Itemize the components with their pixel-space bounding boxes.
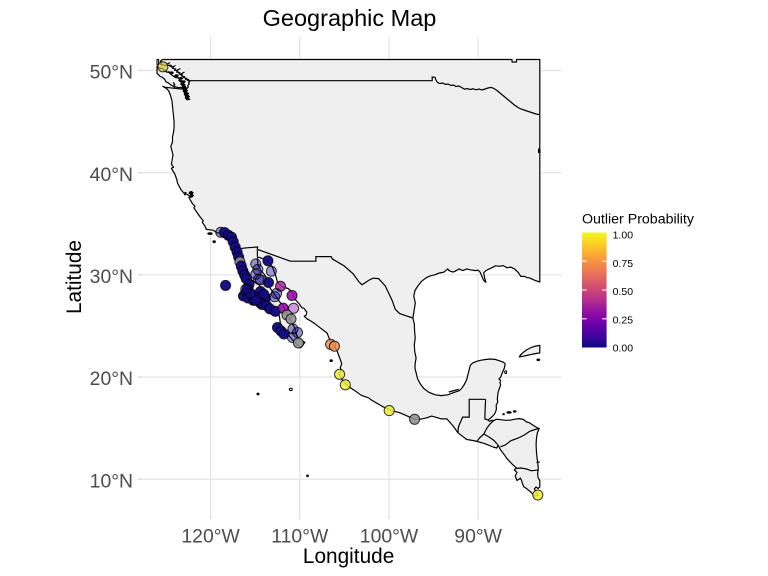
svg-text:120°W: 120°W <box>181 526 240 548</box>
svg-text:40°N: 40°N <box>90 164 133 186</box>
svg-text:30°N: 30°N <box>90 266 133 288</box>
svg-text:Geographic Map: Geographic Map <box>263 5 437 31</box>
svg-text:50°N: 50°N <box>90 62 133 84</box>
svg-text:90°W: 90°W <box>454 526 502 548</box>
svg-text:0.75: 0.75 <box>613 258 634 270</box>
svg-text:0.25: 0.25 <box>613 314 634 326</box>
svg-text:Latitude: Latitude <box>63 240 86 314</box>
svg-text:0.00: 0.00 <box>613 343 634 355</box>
svg-text:10°N: 10°N <box>90 470 133 492</box>
svg-text:0.50: 0.50 <box>613 286 634 298</box>
svg-text:Outlier Probability: Outlier Probability <box>582 211 695 227</box>
svg-text:110°W: 110°W <box>271 526 329 548</box>
svg-text:100°W: 100°W <box>360 526 419 548</box>
svg-text:Longitude: Longitude <box>303 545 394 568</box>
svg-text:1.00: 1.00 <box>613 230 634 242</box>
svg-text:20°N: 20°N <box>90 368 133 390</box>
